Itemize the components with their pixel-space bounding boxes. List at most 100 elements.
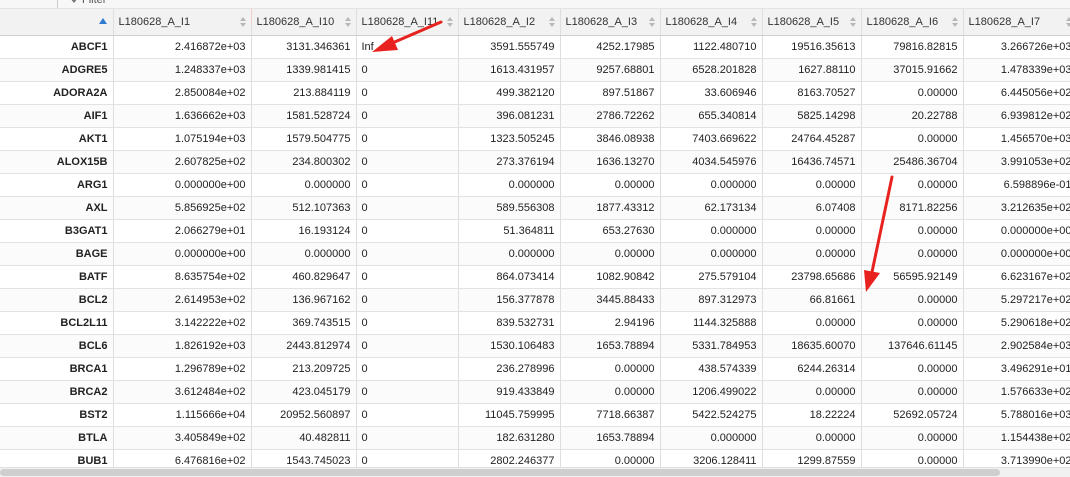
table-cell: 33.606946	[660, 82, 762, 105]
table-cell: 460.829647	[251, 266, 356, 289]
sort-icon	[850, 17, 857, 28]
table-cell: 3846.08938	[560, 128, 660, 151]
table-cell: 0.00000	[861, 358, 963, 381]
table-cell: 0	[356, 266, 458, 289]
table-cell: 369.743515	[251, 312, 356, 335]
table-cell: 0.00000	[762, 312, 861, 335]
table-cell: 0.00000	[861, 450, 963, 468]
table-cell: 589.556308	[458, 197, 560, 220]
row-name-cell: B3GAT1	[0, 220, 113, 243]
table-cell: 0.000000	[660, 220, 762, 243]
table-cell: 3.405849e+02	[113, 427, 251, 450]
table-cell: 1206.499022	[660, 381, 762, 404]
row-name-cell: ADORA2A	[0, 82, 113, 105]
row-name-cell: AIF1	[0, 105, 113, 128]
sort-icon	[447, 17, 454, 28]
table-cell: 6528.201828	[660, 59, 762, 82]
table-cell: 1581.528724	[251, 105, 356, 128]
table-cell: 23798.65686	[762, 266, 861, 289]
table-cell: 2.850084e+02	[113, 82, 251, 105]
table-cell: 1.296789e+02	[113, 358, 251, 381]
table-cell: 2443.812974	[251, 335, 356, 358]
column-header-label: L180628_A_I7	[969, 16, 1041, 28]
filter-button[interactable]: Filter	[70, 0, 106, 6]
sort-icon	[549, 17, 556, 28]
table-cell: 3131.346361	[251, 36, 356, 59]
table-cell: 839.532731	[458, 312, 560, 335]
table-cell: 0.00000	[560, 381, 660, 404]
row-name-cell: BCL2L11	[0, 312, 113, 335]
table-cell: 0	[356, 174, 458, 197]
table-cell: 7718.66387	[560, 404, 660, 427]
table-cell: 0.000000	[458, 174, 560, 197]
table-cell: 25486.36704	[861, 151, 963, 174]
table-cell: 0.000000	[660, 427, 762, 450]
table-cell: 919.433849	[458, 381, 560, 404]
table-cell: 0	[356, 358, 458, 381]
table-cell: 0	[356, 197, 458, 220]
table-cell: 0	[356, 312, 458, 335]
table-cell: 51.364811	[458, 220, 560, 243]
row-name-cell: BATF	[0, 266, 113, 289]
table-cell: 0.00000	[762, 243, 861, 266]
table-cell: 5825.14298	[762, 105, 861, 128]
table-cell: 156.377878	[458, 289, 560, 312]
column-header[interactable]: L180628_A_I5	[762, 9, 861, 36]
table-cell: 0.00000	[560, 174, 660, 197]
scrollbar-thumb[interactable]	[0, 469, 1000, 476]
table-cell: 213.209725	[251, 358, 356, 381]
table-cell: Inf	[356, 36, 458, 59]
table-cell: 4252.17985	[560, 36, 660, 59]
table-cell: 499.382120	[458, 82, 560, 105]
column-header-rownames[interactable]	[0, 9, 113, 36]
table-cell: 7403.669622	[660, 128, 762, 151]
table-cell: 6.623167e+02	[963, 266, 1070, 289]
table-cell: 6.445056e+02	[963, 82, 1070, 105]
table-cell: 136.967162	[251, 289, 356, 312]
table-cell: 24764.45287	[762, 128, 861, 151]
table-cell: 1579.504775	[251, 128, 356, 151]
table-cell: 6.07408	[762, 197, 861, 220]
column-header[interactable]: L180628_A_I3	[560, 9, 660, 36]
column-header[interactable]: L180628_A_I10	[251, 9, 356, 36]
column-header[interactable]: L180628_A_I1	[113, 9, 251, 36]
table-cell: 0.000000e+00	[113, 174, 251, 197]
table-cell: 396.081231	[458, 105, 560, 128]
column-header[interactable]: L180628_A_I11	[356, 9, 458, 36]
row-name-cell: BST2	[0, 404, 113, 427]
table-cell: 0	[356, 82, 458, 105]
table-cell: 52692.05724	[861, 404, 963, 427]
toolbar-separator	[57, 0, 58, 8]
table-cell: 0	[356, 128, 458, 151]
table-cell: 0.000000	[458, 243, 560, 266]
table-cell: 0.00000	[560, 450, 660, 468]
table-cell: 1.826192e+03	[113, 335, 251, 358]
table-cell: 0.00000	[861, 220, 963, 243]
column-header-label: L180628_A_I3	[566, 16, 638, 28]
column-header[interactable]: L180628_A_I7	[963, 9, 1070, 36]
column-header[interactable]: L180628_A_I6	[861, 9, 963, 36]
column-header[interactable]: L180628_A_I4	[660, 9, 762, 36]
column-header[interactable]: L180628_A_I2	[458, 9, 560, 36]
filter-icon	[70, 0, 78, 3]
